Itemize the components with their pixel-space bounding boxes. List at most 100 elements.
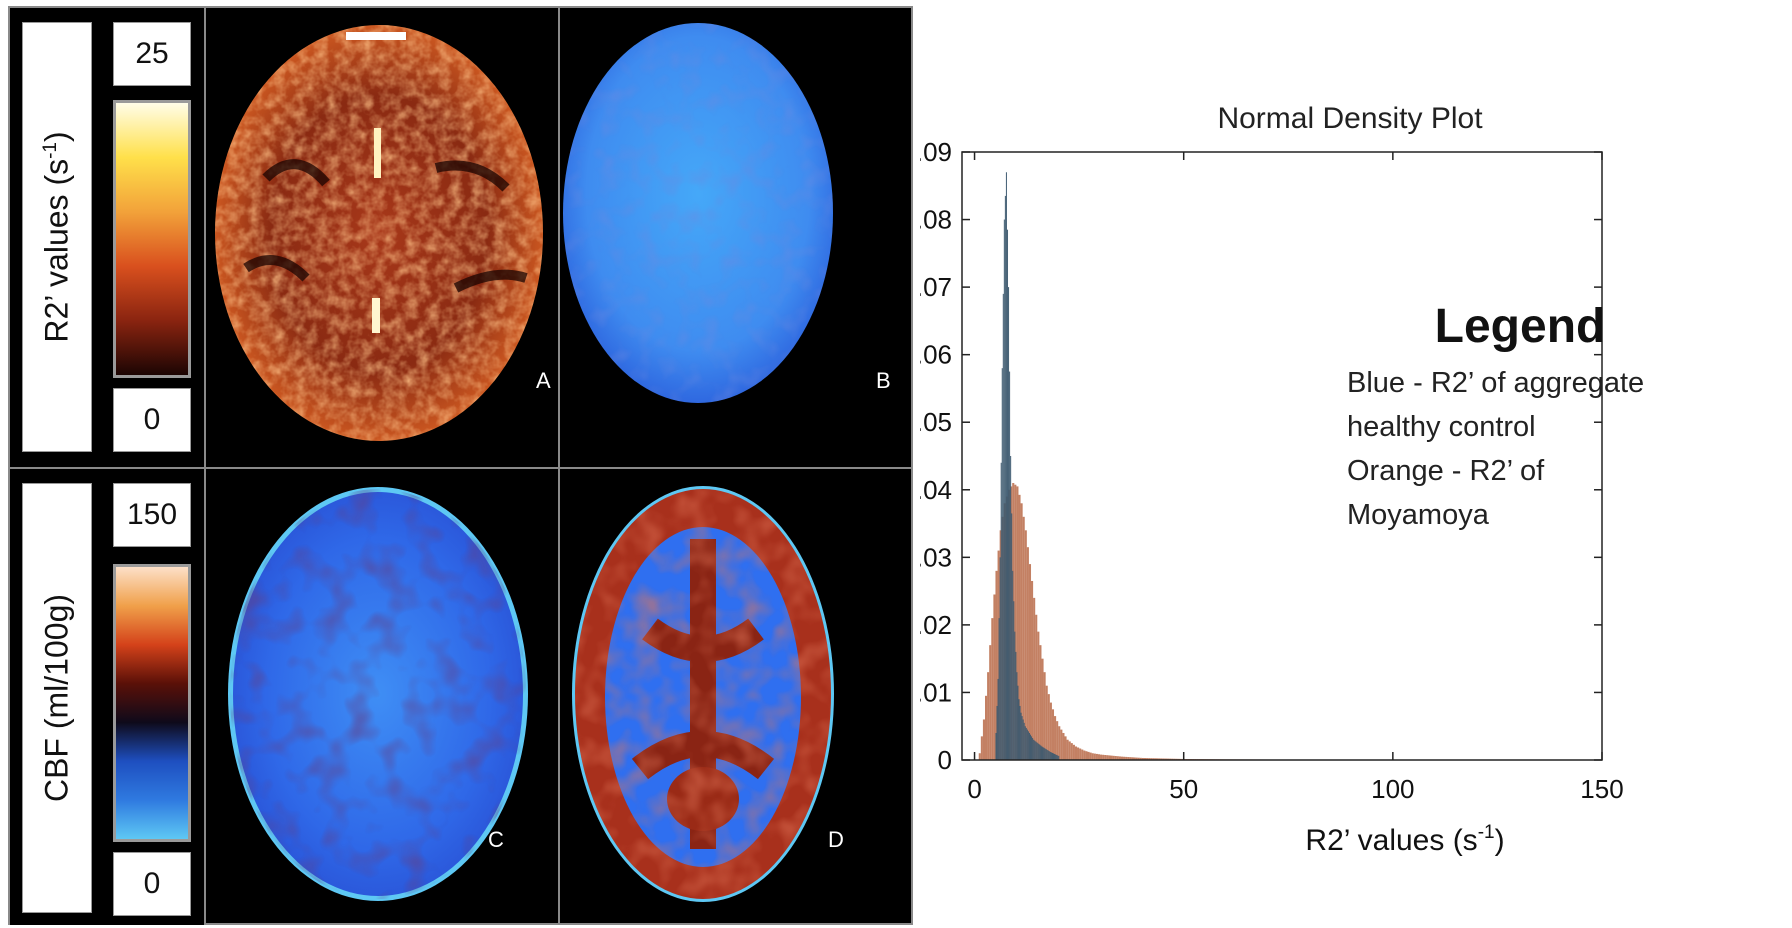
- bar: [1026, 547, 1029, 760]
- bar: [1006, 229, 1009, 760]
- bar: [1152, 758, 1155, 760]
- bar: [1020, 712, 1022, 760]
- plot-area: [961, 151, 1603, 761]
- x-tick-label: 0: [967, 774, 981, 804]
- bar: [1056, 721, 1059, 760]
- cbf-scale-label-box: CBF (ml/100g): [22, 483, 92, 913]
- bar: [1156, 758, 1159, 760]
- brain-image-cbf-patient: [572, 486, 834, 902]
- bar: [1066, 739, 1069, 760]
- y-tick-label: .03: [920, 542, 952, 572]
- legend-line-2: healthy control: [1347, 411, 1536, 443]
- y-tick-label: .07: [920, 272, 952, 302]
- bar: [1000, 462, 1002, 760]
- y-tick-label: .01: [920, 677, 952, 707]
- bar: [1009, 371, 1011, 760]
- bar: [980, 736, 983, 760]
- bar: [1005, 172, 1007, 760]
- bar: [1038, 743, 1040, 760]
- bar: [1014, 631, 1016, 760]
- r2-scale-max: 25: [113, 22, 191, 86]
- bar: [1029, 734, 1032, 760]
- bar: [1035, 614, 1038, 760]
- x-tick-label: 50: [1169, 774, 1198, 804]
- bar: [987, 672, 990, 760]
- brain-image-r2-patient: [215, 25, 543, 441]
- bar: [1141, 757, 1144, 760]
- bar: [1104, 755, 1107, 760]
- r2-colorbar: [113, 100, 191, 378]
- bar: [1093, 753, 1096, 760]
- bar: [1023, 722, 1025, 760]
- bar: [1077, 747, 1080, 760]
- r2-scale-label-box: R2’ values (s-1): [22, 22, 92, 452]
- bar: [1037, 631, 1040, 760]
- bar: [998, 618, 1000, 760]
- brain-image-r2-control: [563, 23, 833, 403]
- y-tick-label: .09: [920, 137, 952, 167]
- bar: [995, 570, 998, 760]
- series-healthy-control: [995, 172, 1060, 761]
- bar: [1034, 740, 1036, 760]
- bar: [1143, 758, 1147, 760]
- legend-line-3: Orange - R2’ of: [1347, 455, 1545, 487]
- bar: [1040, 745, 1042, 760]
- bar: [996, 705, 998, 760]
- x-tick-label: 100: [1371, 774, 1414, 804]
- bar: [1097, 754, 1101, 760]
- bar: [995, 732, 997, 760]
- y-tick-label: .05: [920, 407, 952, 437]
- bar: [993, 594, 996, 760]
- bar: [1001, 516, 1004, 760]
- bar: [1042, 747, 1044, 760]
- bar: [1020, 503, 1023, 760]
- bar: [1019, 705, 1021, 760]
- bar: [1074, 746, 1078, 760]
- bar: [1057, 755, 1059, 760]
- brain-panel-a: A: [206, 8, 558, 465]
- bar: [1031, 580, 1034, 760]
- r2-scale-label: R2’ values (s-1): [38, 131, 75, 343]
- bar: [1108, 755, 1111, 760]
- bar: [1013, 601, 1015, 760]
- bar: [1129, 757, 1132, 760]
- bar: [1118, 756, 1121, 760]
- bar: [1160, 758, 1163, 760]
- bar: [1081, 749, 1084, 760]
- cbf-scale-max: 150: [113, 483, 191, 547]
- bar: [1027, 731, 1029, 760]
- brain-panel-d: D: [560, 469, 912, 926]
- bar: [1116, 756, 1119, 760]
- bar: [982, 719, 986, 760]
- bar: [1043, 672, 1046, 760]
- bar: [1051, 752, 1053, 760]
- bar: [1058, 726, 1061, 760]
- bar: [1016, 486, 1019, 760]
- grid-divider-v2: [558, 8, 560, 923]
- panel-letter-d: D: [828, 827, 844, 852]
- bar: [1150, 758, 1153, 760]
- bar: [1028, 732, 1030, 760]
- legend-title: Legend: [1435, 300, 1606, 353]
- bar: [1021, 716, 1023, 760]
- bar: [1054, 753, 1056, 760]
- bar: [1044, 748, 1046, 760]
- bar: [1018, 494, 1021, 760]
- bar: [1112, 755, 1115, 760]
- bar: [1045, 685, 1048, 760]
- bar: [978, 753, 981, 760]
- y-tick-label: .02: [920, 610, 952, 640]
- bar: [1004, 195, 1006, 760]
- bar: [1036, 742, 1038, 760]
- bar: [1110, 755, 1113, 760]
- bar: [1024, 530, 1027, 760]
- bar: [1085, 751, 1088, 760]
- bar: [1045, 749, 1047, 760]
- bar: [1003, 219, 1005, 761]
- bar: [985, 695, 988, 760]
- bar: [1026, 729, 1028, 760]
- bar: [1001, 368, 1003, 760]
- bar: [1162, 758, 1165, 760]
- legend: Legend Blue - R2’ of aggregate healthy c…: [1347, 300, 1644, 531]
- bar: [1139, 757, 1142, 760]
